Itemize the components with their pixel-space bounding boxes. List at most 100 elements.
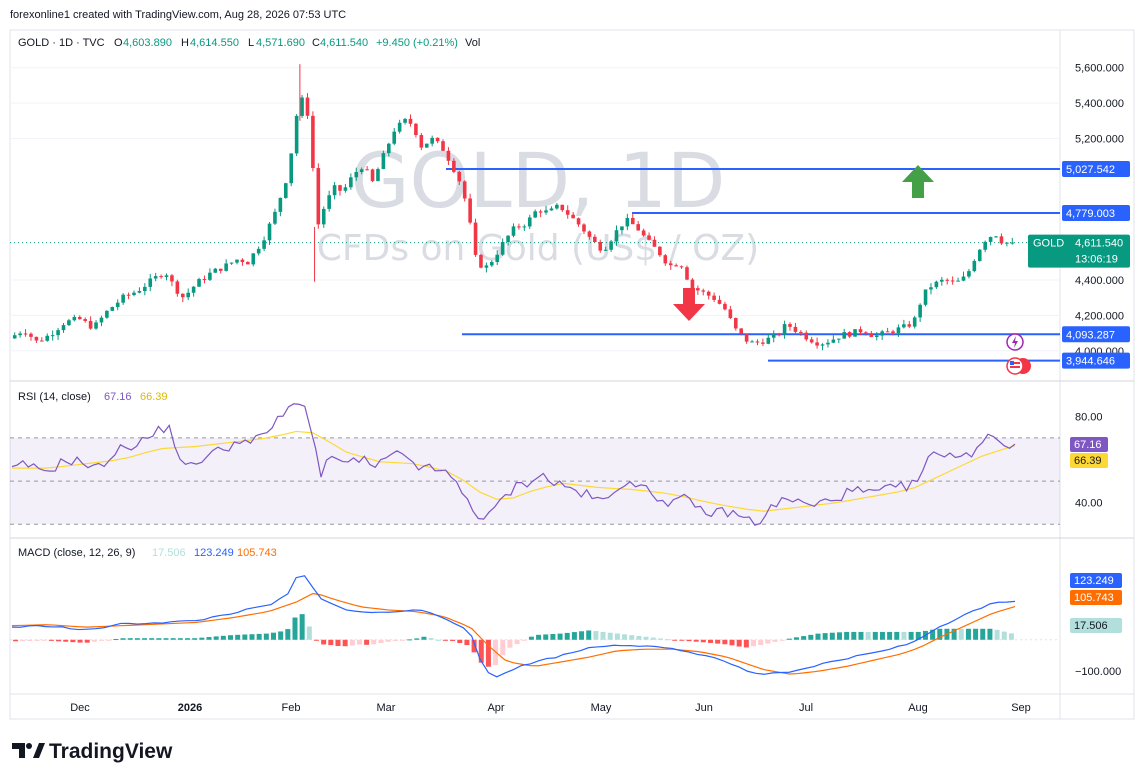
price-grid [10,67,1060,352]
macd-histogram-bar [958,628,964,640]
candle-body [397,122,402,132]
candle-body [1010,242,1015,244]
macd-histogram-bar [829,632,835,640]
macd-histogram-bar [27,639,33,642]
candle-body [159,276,163,278]
candle-body [647,235,651,240]
candle [940,277,944,286]
candle-body [956,280,960,282]
macd-histogram-bar [185,638,191,640]
macd-histogram-bar [808,634,814,640]
candle [29,332,33,341]
macd-histogram-bar [457,639,463,644]
candle [614,225,619,246]
macd-histogram-bar [987,628,993,640]
candle-body [500,241,505,255]
macd-histogram-bar [199,637,205,640]
macd-histogram-bar [564,632,570,640]
level-tag-bg [1062,326,1130,343]
macd-histogram-bar [99,639,105,641]
rsi-value-tag: 67.16 [1070,437,1108,453]
candle-body [826,342,830,345]
candle [918,303,922,322]
macd-histogram-bar [435,639,441,641]
candle-body [50,335,55,337]
macd-histogram-bar [571,632,577,640]
symbol-label[interactable]: GOLD · 1D · TVC [18,37,105,49]
candle [582,223,586,235]
candle-body [164,275,169,277]
macd-histogram-bar [743,639,749,648]
candle [72,314,77,322]
candle [929,283,933,295]
candle-body [658,246,662,256]
time-tick-label: Apr [487,702,504,714]
candle [663,253,668,266]
candle-body [593,236,597,243]
candle-body [929,287,933,290]
candle-body [717,299,722,304]
candle [755,339,760,346]
us-flag-event-icon[interactable] [1006,357,1031,375]
candle-body [538,211,543,213]
candle-body [771,334,776,338]
up-arrow-shape [902,165,934,198]
candle [571,212,575,219]
macd-histogram-bar [356,639,362,645]
candle [110,306,115,312]
macd-histogram-bar [765,639,771,644]
down-arrow-icon [673,288,705,321]
macd-value: 123.249 [194,547,234,559]
candle-body [934,281,939,288]
low-label: L [248,37,254,49]
candle [533,209,537,218]
time-axis: Dec 2026 Feb Mar Apr May Jun Jul Aug Sep [70,702,1031,714]
candle [240,258,245,266]
flash-event-icon[interactable] [1006,333,1024,351]
candle [321,206,326,228]
candle [853,329,857,337]
level-price-tag: 3,944.646 [1062,352,1130,369]
candle-body [262,240,266,249]
candle [815,337,819,349]
candle [180,293,185,303]
macd-histogram-bar [292,617,298,640]
candles [12,64,1015,351]
candle [294,114,299,157]
candle [788,322,792,331]
macd-histogram-bar [306,626,312,640]
macd-histogram-bar [371,639,377,645]
candle [500,238,505,257]
candle [517,223,521,230]
low-value: 4,571.690 [256,37,305,49]
candle-body [137,291,142,293]
candle-body [321,208,326,225]
candle-body [381,153,386,169]
candle-body [61,325,66,331]
macd-histogram-bar [328,639,334,646]
tradingview-logo[interactable]: TradingView [12,740,173,763]
last-price-tag: GOLD 4,611.540 13:06:19 [1028,234,1130,268]
candle-body [435,137,440,142]
candle-body [23,333,28,335]
macd-histogram-bar [521,639,527,641]
tradingview-logo-mark [12,743,45,758]
candle [706,290,711,300]
candle [452,158,456,174]
candle [397,119,402,134]
candle [376,167,380,182]
macd-histogram-bar [844,631,850,640]
change-value: +9.450 (+0.21%) [376,37,458,49]
macd-histogram-bar [478,639,484,663]
candle [793,322,798,335]
macd-histogram-bar [392,639,398,642]
candle [549,206,554,211]
candle-body [511,226,516,236]
candle-body [907,324,912,327]
candle-body [132,292,136,296]
candle-body [755,341,760,343]
candle [468,193,472,225]
candle [473,218,478,257]
candle [229,262,234,265]
